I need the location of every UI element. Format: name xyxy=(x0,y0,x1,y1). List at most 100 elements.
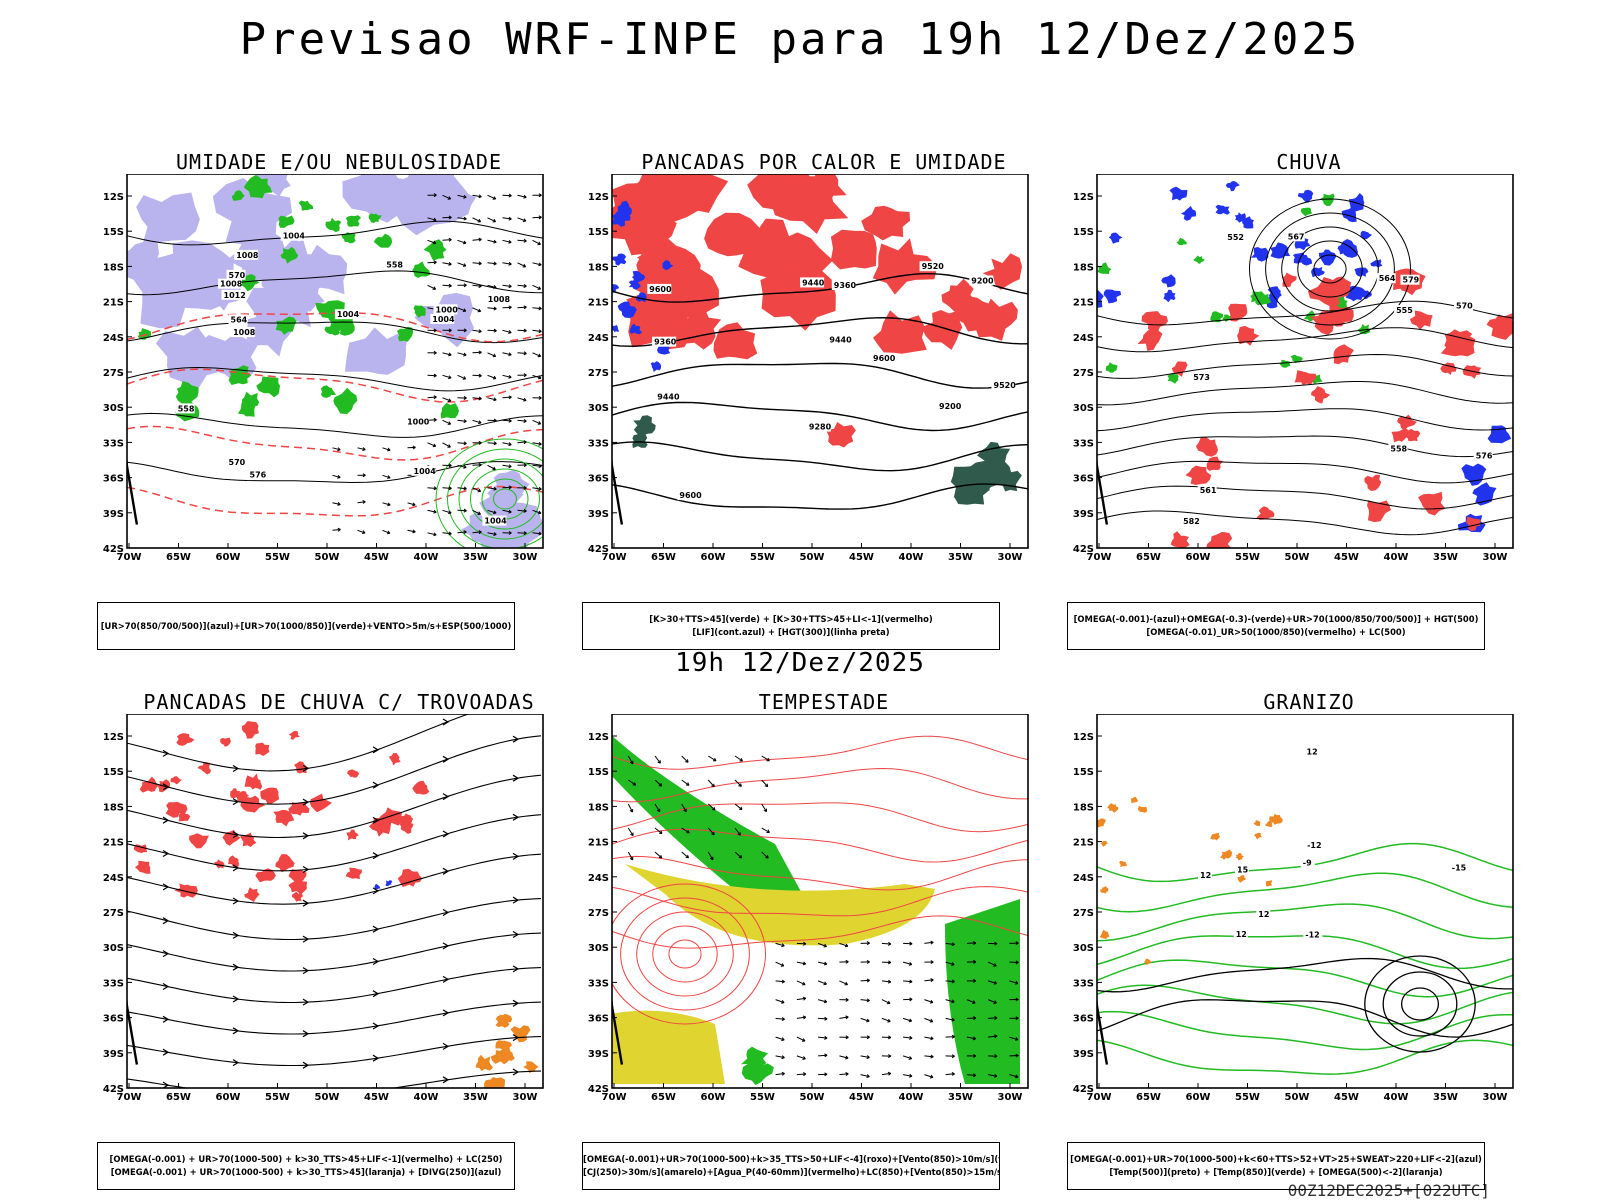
wind-vector xyxy=(537,241,541,246)
wind-vector xyxy=(538,329,542,334)
thunderstorm-area xyxy=(288,731,300,740)
streamline-arrow xyxy=(162,883,170,891)
lat-tick-label: 27S xyxy=(103,368,124,379)
wind-vector xyxy=(796,980,806,986)
wind-vector xyxy=(472,487,481,492)
lon-tick-label: 45W xyxy=(1334,1092,1359,1103)
wind-vector xyxy=(738,783,742,787)
wind-vector xyxy=(681,779,690,786)
wind-vector xyxy=(707,803,716,811)
rain-area xyxy=(1141,311,1168,332)
wind-vector xyxy=(866,978,870,983)
wind-vector xyxy=(337,527,341,532)
streamline-arrow xyxy=(302,967,310,975)
wind-vector xyxy=(817,980,827,985)
wind-vector xyxy=(765,855,769,859)
humidity-low-area xyxy=(243,174,273,199)
legend-line: [OMEGA(-0.01)_UR>50(1000/850)(vermelho) … xyxy=(1146,627,1406,637)
contour-label-bg xyxy=(647,283,672,294)
wind-vector xyxy=(761,827,770,833)
wind-vector xyxy=(532,262,542,266)
wind-vector xyxy=(508,352,512,357)
wind-vector xyxy=(802,941,807,946)
wind-vector xyxy=(532,509,542,514)
contour-label: 9200 xyxy=(939,402,962,411)
wind-vector xyxy=(909,997,913,1002)
lon-tick-label: 50W xyxy=(800,1092,825,1103)
wind-vector xyxy=(824,1072,828,1077)
humidity-low-area xyxy=(333,387,358,414)
wind-vector xyxy=(532,329,542,332)
wind-vector xyxy=(656,808,661,813)
lat-tick-label: 30S xyxy=(588,943,609,954)
wind-vector xyxy=(951,1054,955,1059)
wind-vector xyxy=(427,509,437,513)
thunderstorm-area xyxy=(240,832,257,847)
wind-vector xyxy=(477,511,481,515)
wind-vector xyxy=(532,374,542,379)
omega-upward-area xyxy=(1163,289,1176,303)
wind-vector xyxy=(502,306,512,309)
omega-upward-area xyxy=(1103,289,1122,304)
wind-vector xyxy=(909,941,913,946)
streamline xyxy=(127,932,542,972)
wind-vector xyxy=(532,532,542,535)
temp-500-contour xyxy=(1400,987,1440,1021)
wind-vector xyxy=(332,447,341,451)
wind-vector xyxy=(433,373,437,378)
wind-vector xyxy=(442,509,452,514)
wind-vector xyxy=(761,755,770,762)
wind-vector xyxy=(866,1074,870,1078)
rain-area xyxy=(1405,428,1421,442)
wind-vector xyxy=(448,463,452,468)
lat-tick-label: 27S xyxy=(1073,368,1094,379)
contour-label: 1004 xyxy=(484,517,507,526)
omega-upward-area xyxy=(1169,186,1188,201)
wind-vector xyxy=(711,783,715,788)
wind-vector xyxy=(685,759,689,763)
wind-vector xyxy=(448,510,452,515)
lat-tick-label: 30S xyxy=(103,403,124,414)
omega-500-area xyxy=(1119,860,1128,867)
lat-tick-label: 12S xyxy=(103,732,124,743)
contour-label: -15 xyxy=(1452,863,1467,872)
contour-label-bg xyxy=(831,280,856,290)
wind-vector xyxy=(387,447,391,452)
thunderstorm-area xyxy=(139,776,159,793)
wind-vector xyxy=(532,442,542,445)
wind-vector xyxy=(766,829,770,833)
wind-vector xyxy=(337,447,341,452)
heat-convection-area xyxy=(826,422,856,448)
temp-850-contour xyxy=(1097,1039,1513,1075)
wind-vector xyxy=(457,194,467,198)
forecast-panel: CHUVA 582 579 576 573 570 567 564 561 558 555 552 12… xyxy=(1060,150,1558,650)
lon-tick-label: 70W xyxy=(602,1092,627,1103)
wind-vector xyxy=(442,442,451,448)
contour-label-bg xyxy=(652,336,677,347)
thunderstorm-area xyxy=(244,887,260,902)
omega-upward-area xyxy=(1267,286,1282,301)
omega-upward-area xyxy=(1161,274,1176,288)
contour-label-bg xyxy=(228,314,248,325)
wind-vector xyxy=(508,464,512,469)
wind-vector xyxy=(902,1055,912,1060)
wind-vector xyxy=(924,1074,934,1078)
map-frame xyxy=(1096,174,1514,549)
wind-vector xyxy=(502,329,512,334)
wind-vector xyxy=(860,979,870,982)
wind-vector xyxy=(709,856,714,861)
map-frame xyxy=(611,714,1029,1089)
wind-vector xyxy=(508,442,512,447)
wind-vector xyxy=(951,962,955,966)
lon-tick-label: 65W xyxy=(1136,552,1161,563)
wind-vector xyxy=(903,1036,913,1039)
wind-vector xyxy=(472,262,482,265)
contour-label-bg xyxy=(871,353,895,364)
thunderstorm-moderate-area xyxy=(495,1040,512,1052)
wind-vector xyxy=(654,755,661,764)
contour-label: 555 xyxy=(1396,306,1413,315)
wind-vector xyxy=(796,1073,806,1076)
wind-vector xyxy=(508,261,512,266)
wind-vector xyxy=(387,475,391,479)
pressure-isobar xyxy=(127,220,543,246)
